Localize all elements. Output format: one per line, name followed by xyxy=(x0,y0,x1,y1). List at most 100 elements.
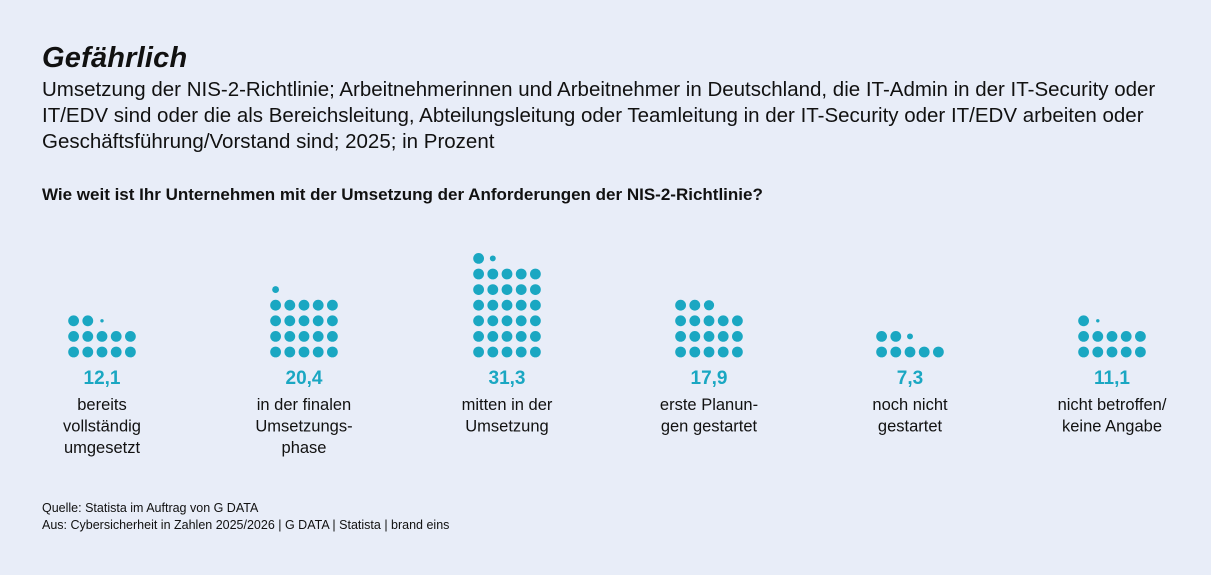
data-dot xyxy=(298,315,310,327)
dot-column xyxy=(675,299,743,358)
data-dot xyxy=(876,346,887,358)
category-label: umgesetzt xyxy=(64,439,141,457)
data-dot xyxy=(1078,346,1089,358)
data-dot xyxy=(689,331,701,342)
publication-line: Aus: Cybersicherheit in Zahlen 2025/2026… xyxy=(42,518,450,532)
data-dot xyxy=(312,299,324,311)
data-dot xyxy=(473,331,484,342)
data-dot xyxy=(732,331,743,342)
data-dot xyxy=(312,315,324,327)
data-dot xyxy=(270,315,281,327)
data-dot xyxy=(703,346,715,358)
data-dot xyxy=(298,331,310,342)
data-dot xyxy=(515,299,527,311)
value-label: 20,4 xyxy=(286,368,323,389)
data-dot xyxy=(124,346,136,358)
data-dot xyxy=(1106,331,1118,342)
data-dot xyxy=(473,299,484,311)
data-dot xyxy=(272,286,280,294)
data-dot xyxy=(489,255,496,262)
data-dot xyxy=(68,315,79,327)
data-dot xyxy=(530,284,541,295)
source-line: Quelle: Statista im Auftrag von G DATA xyxy=(42,501,259,515)
data-dot xyxy=(110,331,122,342)
data-dot xyxy=(312,331,324,342)
data-dot xyxy=(904,346,916,358)
data-dot xyxy=(876,331,887,342)
data-dot xyxy=(270,299,281,311)
data-dot xyxy=(918,346,930,358)
data-dot xyxy=(487,331,499,342)
data-dot xyxy=(703,315,715,327)
data-dot xyxy=(501,315,513,327)
data-dot xyxy=(732,346,743,358)
category-label: keine Angabe xyxy=(1062,418,1162,436)
dot-column xyxy=(473,253,541,358)
data-dot xyxy=(717,315,729,327)
data-dot xyxy=(501,346,513,358)
value-label: 31,3 xyxy=(489,368,526,389)
chart-title: Gefährlich xyxy=(42,42,188,74)
data-dot xyxy=(473,253,484,264)
data-dot xyxy=(100,319,104,323)
category-label: Umsetzung xyxy=(465,418,548,436)
chart-subtitle: Umsetzung der NIS-2-Richtlinie; Arbeitne… xyxy=(42,78,1156,153)
data-dot xyxy=(1078,331,1089,342)
data-dot xyxy=(312,346,324,358)
data-dot xyxy=(501,299,513,311)
data-dot xyxy=(284,315,296,327)
data-dot xyxy=(890,346,902,358)
data-dot xyxy=(298,346,310,358)
data-dot xyxy=(703,331,715,342)
data-dot xyxy=(530,268,541,280)
data-dot xyxy=(82,315,94,327)
data-dot xyxy=(473,268,484,280)
survey-question: Wie weit ist Ihr Unternehmen mit der Ums… xyxy=(42,185,763,204)
category-label: mitten in der xyxy=(462,396,553,414)
data-dot xyxy=(82,331,94,342)
dot-column xyxy=(68,315,136,358)
data-dot xyxy=(689,315,701,327)
category-label: phase xyxy=(282,439,327,457)
data-dot xyxy=(1120,331,1132,342)
data-dot xyxy=(487,299,499,311)
data-dot xyxy=(473,315,484,327)
data-dot xyxy=(703,300,715,311)
dot-chart: 12,1 bereits vollständig umgesetzt 20,4 in de… xyxy=(63,253,1167,457)
category-label: gen gestartet xyxy=(661,418,758,436)
dot-column xyxy=(1078,315,1146,358)
data-dot xyxy=(515,284,527,295)
data-dot xyxy=(933,346,944,358)
data-dot xyxy=(1135,331,1146,342)
data-dot xyxy=(675,315,686,327)
data-dot xyxy=(530,299,541,311)
category-label: nicht betroffen/ xyxy=(1058,396,1167,414)
dot-column xyxy=(270,286,338,358)
data-dot xyxy=(515,346,527,358)
data-dot xyxy=(515,331,527,342)
data-dot xyxy=(1078,315,1089,327)
source-note: Quelle: Statista im Auftrag von G DATA A… xyxy=(42,500,449,534)
data-dot xyxy=(327,331,338,342)
data-dot xyxy=(487,315,499,327)
data-dot xyxy=(717,346,729,358)
data-dot xyxy=(1092,346,1104,358)
data-dot xyxy=(515,315,527,327)
category-label: erste Planun- xyxy=(660,396,758,414)
data-dot xyxy=(298,299,310,311)
data-dot xyxy=(68,346,79,358)
category-label: Umsetzungs- xyxy=(255,418,352,436)
data-dot xyxy=(890,331,902,342)
data-dot xyxy=(675,346,686,358)
category-label: bereits xyxy=(77,396,127,414)
data-dot xyxy=(96,346,108,358)
data-dot xyxy=(1106,346,1118,358)
data-dot xyxy=(487,268,499,280)
category-label: in der finalen xyxy=(257,396,351,414)
data-dot xyxy=(473,284,484,295)
data-dot xyxy=(501,331,513,342)
data-dot xyxy=(270,331,281,342)
data-dot xyxy=(487,346,499,358)
value-label: 11,1 xyxy=(1094,368,1130,389)
data-dot xyxy=(327,299,338,311)
